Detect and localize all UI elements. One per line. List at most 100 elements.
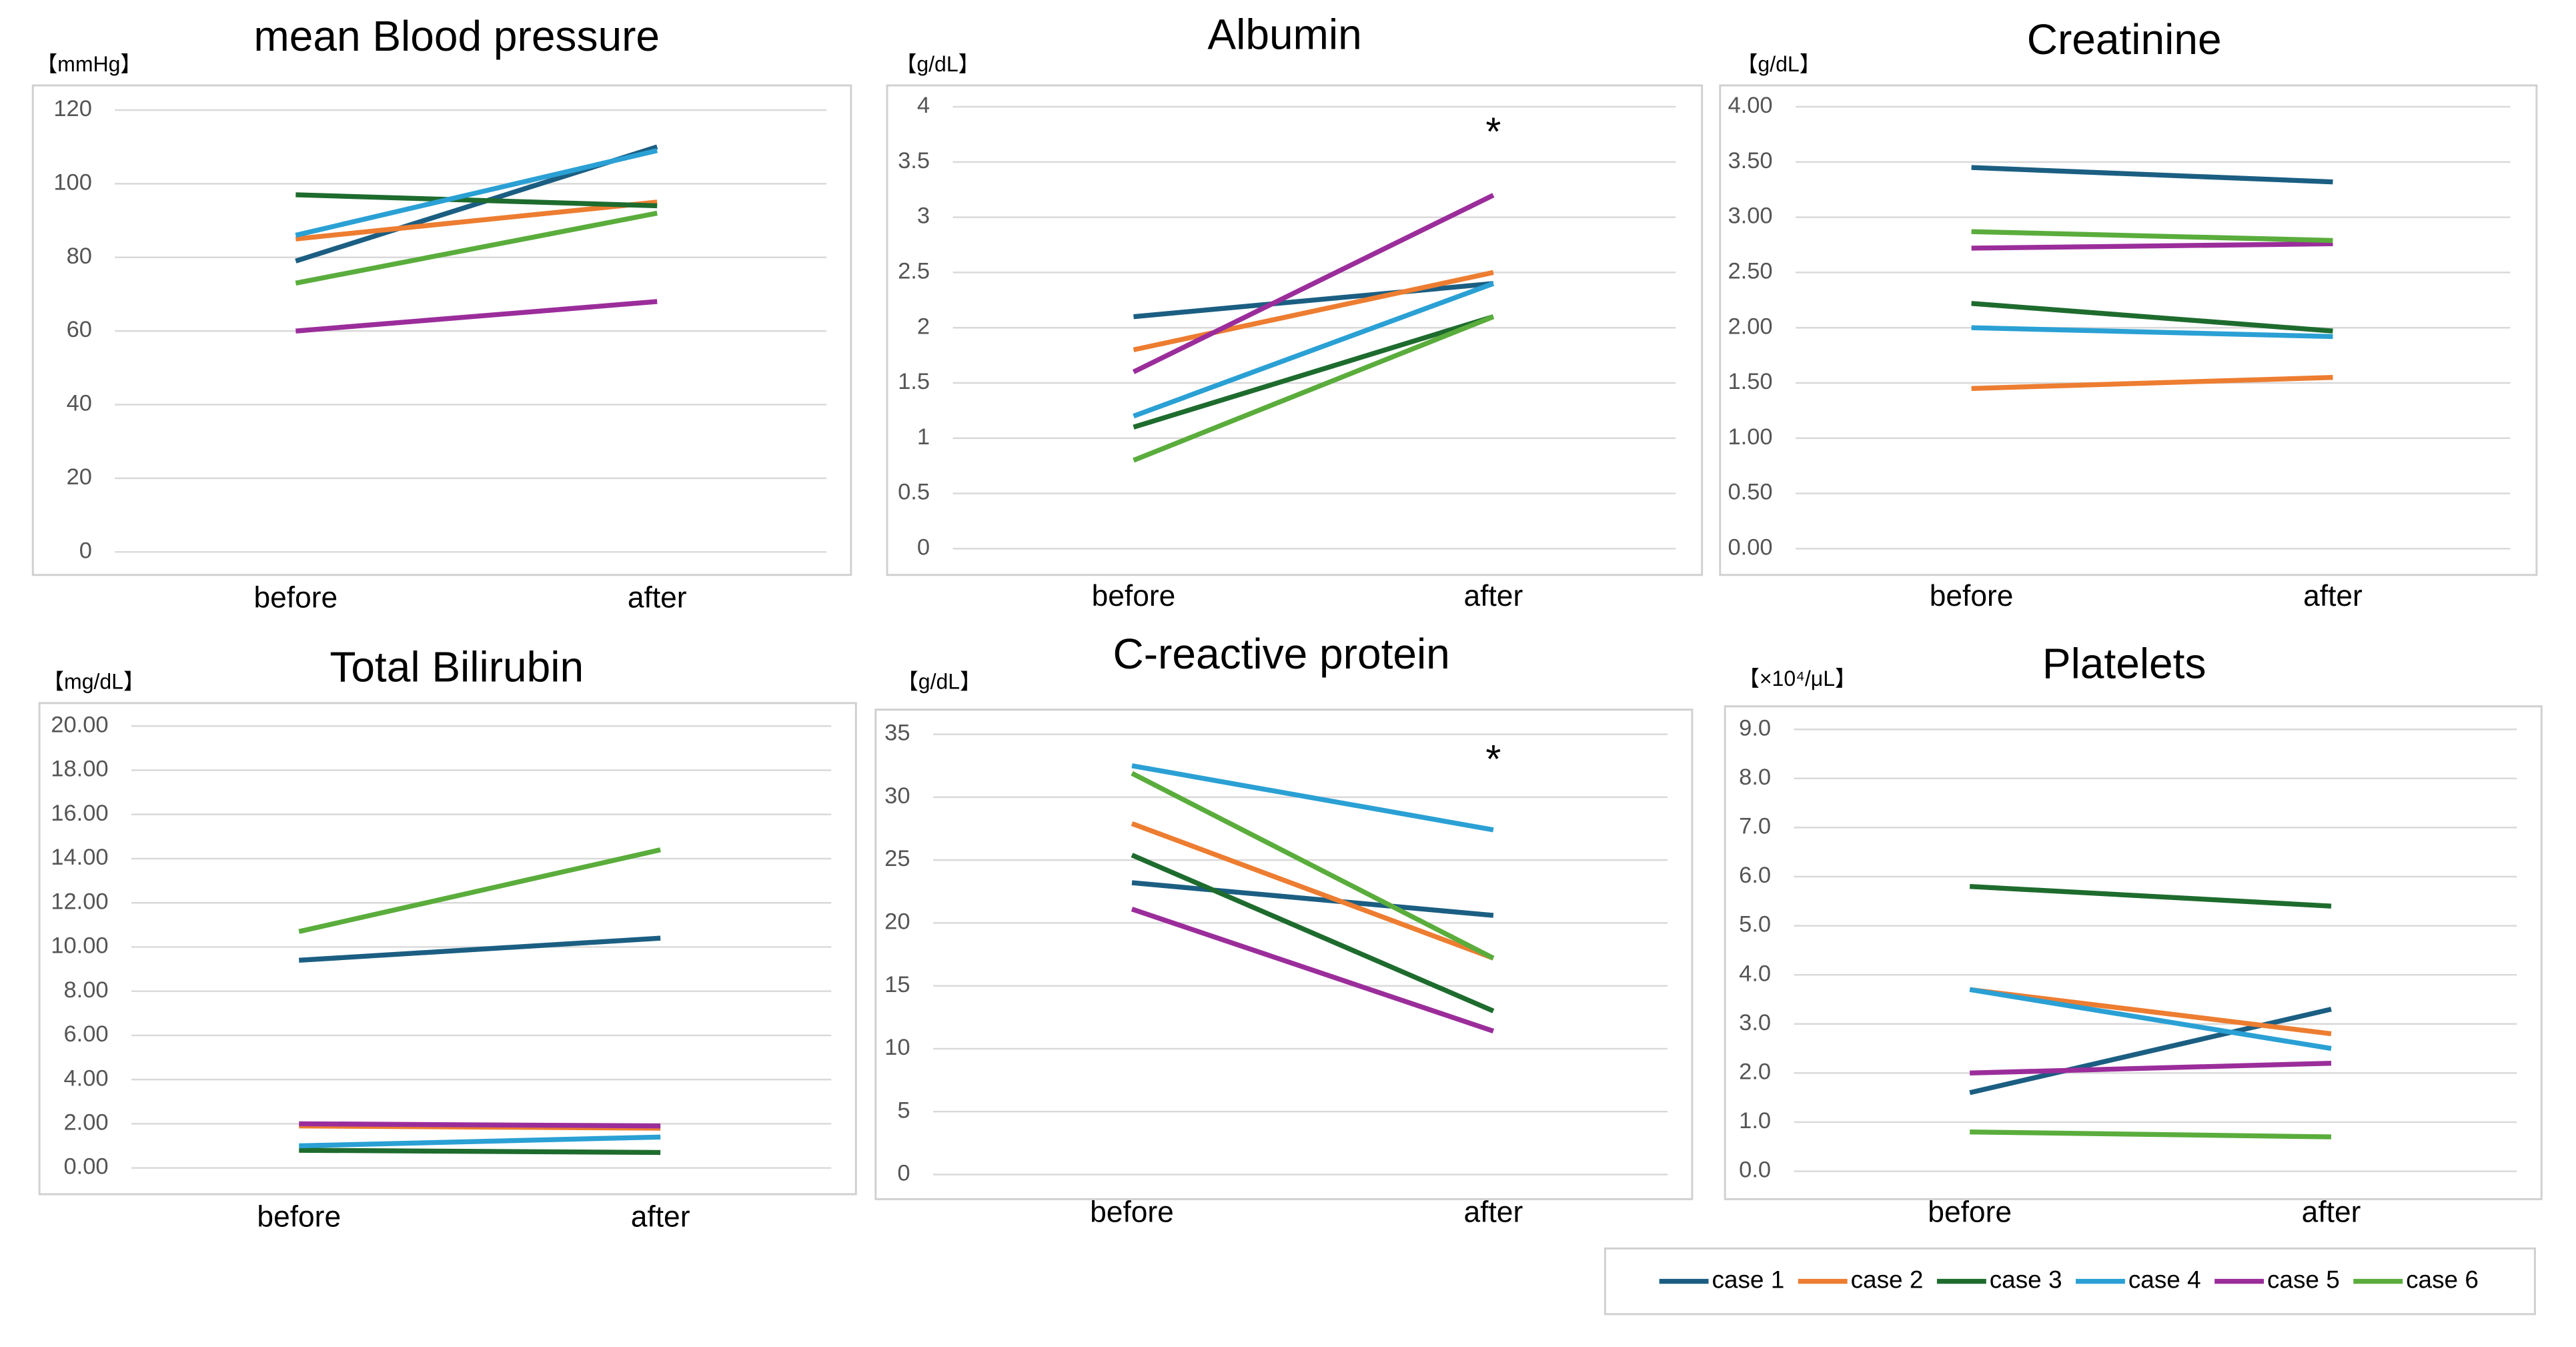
x-tick-label: before — [254, 581, 338, 614]
panel-frame — [31, 84, 852, 576]
series-line — [295, 210, 658, 286]
y-tick-label: 3.5 — [898, 148, 930, 173]
y-tick-label: 80 — [67, 244, 92, 269]
panel-frame — [874, 709, 1694, 1200]
x-tick-label: after — [2303, 580, 2363, 612]
x-tick-label: before — [1930, 580, 2014, 612]
series-line — [1133, 281, 1494, 320]
series-line — [298, 847, 661, 934]
y-tick-label: 3.0 — [1739, 1010, 1771, 1035]
panel-frame — [1724, 705, 2543, 1200]
chart-title: Platelets — [2042, 640, 2206, 688]
series-line — [1133, 314, 1495, 463]
series-line — [1970, 1060, 2332, 1076]
series-line — [1971, 229, 2333, 244]
legend-label: case 4 — [2128, 1266, 2201, 1293]
x-tick-label: before — [1928, 1196, 2012, 1228]
legend-label: case 5 — [2267, 1266, 2340, 1293]
y-tick-label: 6.00 — [63, 1021, 108, 1047]
series-line — [1969, 1007, 2332, 1095]
y-tick-label: 10.00 — [51, 933, 108, 959]
unit-label: 【×10⁴/μL】 — [1738, 666, 1856, 691]
y-tick-label: 4 — [917, 93, 930, 118]
y-tick-label: 20 — [884, 909, 910, 935]
y-tick-label: 30 — [884, 783, 910, 809]
panel-frame — [38, 702, 857, 1196]
y-tick-label: 0.0 — [1739, 1158, 1771, 1183]
y-tick-label: 20 — [67, 464, 92, 490]
series-line — [1971, 325, 2333, 340]
series-line — [1133, 314, 1494, 430]
legend-label: case 2 — [1851, 1266, 1924, 1293]
y-tick-label: 1.0 — [1739, 1108, 1771, 1134]
series-line — [1971, 301, 2333, 334]
y-tick-label: 60 — [67, 317, 92, 342]
series-line — [1131, 880, 1494, 918]
x-tick-label: after — [628, 581, 687, 614]
y-tick-label: 100 — [53, 169, 92, 195]
series-line — [295, 148, 658, 238]
y-tick-label: 5.0 — [1739, 912, 1771, 937]
chart-title: Albumin — [1207, 11, 1361, 59]
y-tick-label: 3.50 — [1728, 148, 1772, 173]
y-tick-label: 35 — [884, 721, 910, 746]
y-tick-label: 2.00 — [63, 1110, 108, 1136]
y-tick-label: 0 — [897, 1161, 910, 1186]
significance-mark: * — [1485, 737, 1501, 781]
legend-label: case 3 — [1990, 1266, 2062, 1293]
y-tick-label: 20.00 — [51, 712, 108, 737]
y-tick-label: 2.00 — [1728, 314, 1772, 339]
series-line — [1971, 165, 2333, 185]
x-tick-label: before — [1092, 580, 1176, 612]
y-tick-label: 2 — [917, 314, 930, 339]
y-tick-label: 3.00 — [1728, 203, 1772, 229]
series-line — [299, 935, 661, 963]
y-tick-label: 1.00 — [1728, 424, 1772, 450]
y-tick-label: 10 — [884, 1035, 910, 1060]
y-tick-label: 2.0 — [1739, 1059, 1771, 1084]
unit-label: 【mg/dL】 — [43, 670, 145, 694]
y-tick-label: 25 — [884, 846, 910, 871]
y-tick-label: 0 — [917, 534, 930, 560]
y-tick-label: 4.00 — [1728, 93, 1772, 118]
series-line — [1970, 1129, 2332, 1140]
series-line — [1971, 241, 2333, 251]
y-tick-label: 12.00 — [51, 889, 108, 914]
x-tick-label: after — [2302, 1196, 2361, 1228]
y-tick-label: 5 — [897, 1097, 910, 1123]
chart-title: C-reactive protein — [1113, 630, 1449, 678]
y-tick-label: 0.00 — [1728, 534, 1772, 560]
y-tick-label: 1.5 — [898, 369, 930, 394]
y-tick-label: 4.00 — [63, 1065, 108, 1091]
y-tick-label: 4.0 — [1739, 961, 1771, 986]
chart-title: mean Blood pressure — [253, 12, 660, 60]
y-tick-label: 1 — [917, 424, 930, 450]
y-tick-label: 3 — [917, 203, 930, 229]
series-line — [295, 199, 658, 242]
y-tick-label: 18.00 — [51, 757, 108, 782]
chart-title: Creatinine — [2027, 15, 2222, 63]
series-line — [1132, 193, 1495, 374]
y-tick-label: 0.5 — [898, 480, 930, 505]
x-tick-label: after — [1464, 1196, 1523, 1228]
y-tick-label: 40 — [67, 391, 92, 416]
y-tick-label: 8.00 — [63, 977, 108, 1003]
y-tick-label: 16.00 — [51, 801, 108, 826]
series-line — [1969, 884, 2332, 909]
y-tick-label: 2.5 — [898, 259, 930, 284]
y-tick-label: 0.00 — [63, 1154, 108, 1180]
series-line — [299, 1121, 661, 1129]
y-tick-label: 6.0 — [1739, 863, 1771, 888]
y-tick-label: 2.50 — [1728, 259, 1772, 284]
series-line — [295, 192, 658, 209]
series-line — [1133, 270, 1494, 352]
y-tick-label: 1.50 — [1728, 369, 1772, 394]
series-line — [1131, 853, 1495, 1013]
legend-label: case 6 — [2406, 1266, 2479, 1293]
series-line — [1131, 907, 1495, 1034]
unit-label: 【g/dL】 — [1736, 52, 1820, 76]
y-tick-label: 0.50 — [1728, 480, 1772, 505]
panel-frame — [886, 84, 1704, 576]
series-line — [295, 299, 658, 334]
